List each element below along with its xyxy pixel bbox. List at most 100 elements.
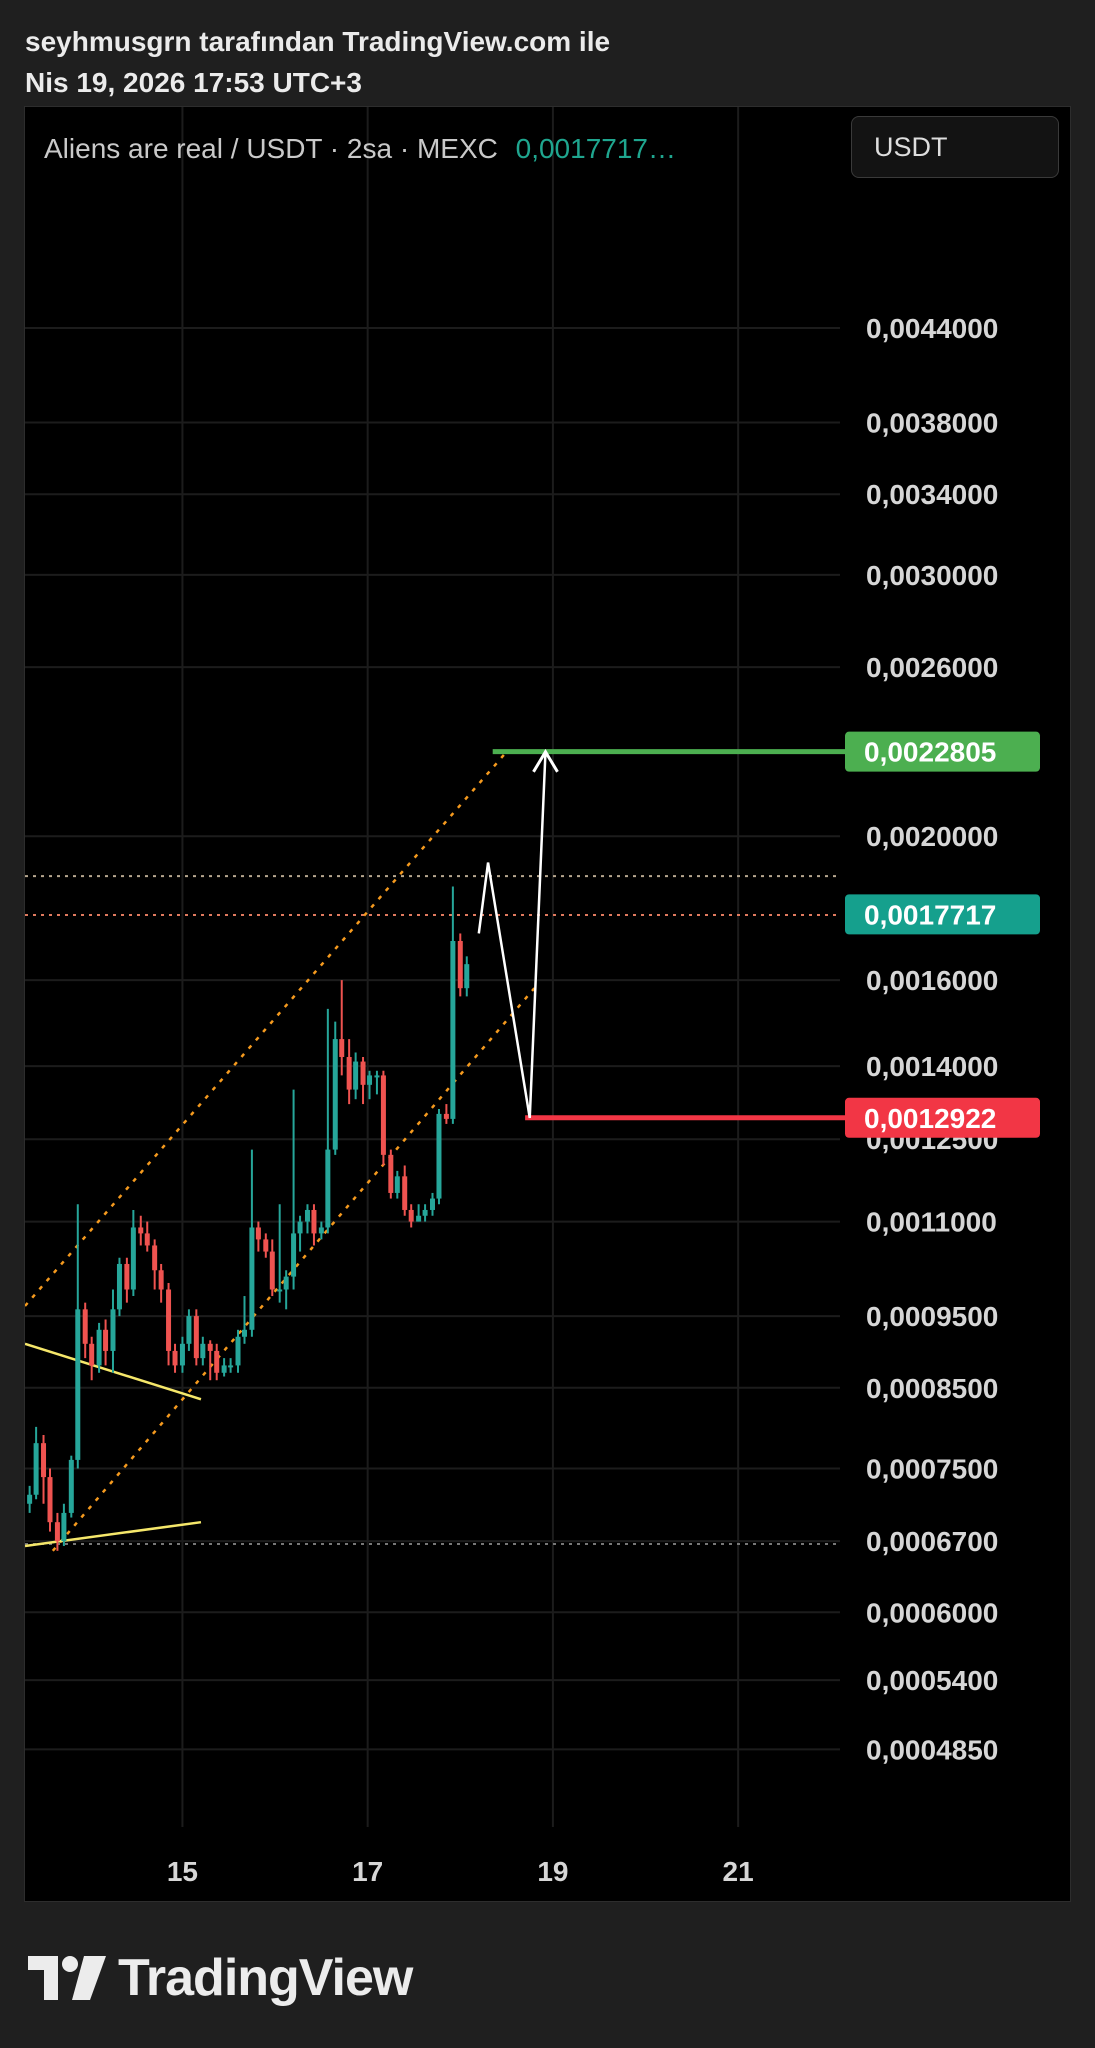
- candle-body: [457, 940, 463, 989]
- candle-body: [33, 1443, 39, 1495]
- candle-body: [54, 1522, 60, 1542]
- candle-body: [422, 1209, 428, 1216]
- support-line: [25, 1520, 202, 1548]
- candle-body: [110, 1309, 116, 1351]
- candle-body: [75, 1309, 81, 1460]
- price-label-last: [845, 894, 1040, 935]
- x-tick-label: 15: [167, 1856, 198, 1887]
- y-tick-label: 0,0016000: [866, 965, 998, 996]
- price-label-text-stop: 0,0012922: [864, 1103, 996, 1134]
- candle-body: [325, 1149, 331, 1228]
- candle-body: [450, 940, 456, 1119]
- candle-body: [249, 1227, 255, 1330]
- candle-body: [429, 1198, 436, 1210]
- candle-body: [388, 1154, 394, 1193]
- candle-body: [96, 1329, 102, 1366]
- candle-body: [339, 1039, 345, 1058]
- candle-body: [166, 1289, 172, 1351]
- candle-body: [367, 1075, 373, 1085]
- y-tick-label: 0,0030000: [866, 560, 998, 591]
- y-tick-label: 0,0006700: [866, 1526, 998, 1557]
- candle-body: [408, 1209, 414, 1222]
- candle-body: [304, 1209, 310, 1222]
- candle-body: [130, 1227, 136, 1290]
- tradingview-logo[interactable]: TradingView: [28, 1948, 413, 2008]
- author-line: seyhmusgrn tarafından TradingView.com il…: [25, 26, 611, 57]
- channel-upper-line: [25, 750, 508, 1307]
- candle-body: [179, 1343, 185, 1366]
- candle-body: [346, 1057, 352, 1090]
- symbol-legend: Aliens are real / USDT · 2sa · MEXC 0,00…: [44, 133, 676, 165]
- candle-body: [214, 1350, 220, 1373]
- candle-body: [61, 1512, 67, 1542]
- candle-body: [436, 1113, 442, 1199]
- y-tick-label: 0,0007500: [866, 1453, 998, 1484]
- candle-body: [353, 1061, 359, 1090]
- candle-body: [89, 1343, 95, 1366]
- x-tick-label: 17: [352, 1856, 383, 1887]
- y-tick-label: 0,0011000: [866, 1207, 997, 1238]
- candle-body: [116, 1263, 122, 1310]
- candle-body: [255, 1227, 261, 1240]
- y-tick-label: 0,0034000: [866, 479, 998, 510]
- candle-body: [464, 964, 470, 989]
- candle-body: [318, 1227, 324, 1234]
- y-tick-label: 0,0020000: [866, 821, 998, 852]
- candle-body: [269, 1251, 275, 1290]
- candlestick-chart[interactable]: 0,0044000 0,0038000 0,0034000 0,0030000 0,00…: [25, 107, 1071, 1902]
- tradingview-logo-icon: [28, 1956, 106, 2000]
- candle-body: [47, 1477, 53, 1523]
- candle-body: [263, 1239, 269, 1252]
- candle-body: [332, 1039, 338, 1150]
- candle-body: [443, 1113, 449, 1119]
- candle-body: [297, 1221, 303, 1234]
- projection-arrowhead: [532, 748, 559, 773]
- candle-body: [374, 1075, 380, 1078]
- y-tick-label: 0,0008500: [866, 1373, 998, 1404]
- symbol-last-price: 0,0017717…: [515, 133, 676, 164]
- candle-body: [27, 1494, 33, 1504]
- candle-body: [416, 1215, 422, 1222]
- y-tick-label: 0,0005400: [866, 1665, 998, 1696]
- candle-body: [82, 1309, 88, 1344]
- x-tick-label: 19: [537, 1856, 568, 1887]
- candle-body: [144, 1233, 150, 1246]
- y-tick-label: 0,0014000: [866, 1051, 998, 1082]
- chart-area[interactable]: 0,0044000 0,0038000 0,0034000 0,0030000 0,00…: [24, 106, 1071, 1902]
- symbol-title: Aliens are real / USDT · 2sa · MEXC: [44, 133, 498, 164]
- y-tick-label: 0,0026000: [866, 652, 998, 683]
- candle-body: [68, 1459, 74, 1513]
- candle-body: [402, 1176, 408, 1210]
- candle-body: [291, 1233, 297, 1277]
- date-line: Nis 19, 2026 17:53 UTC+3: [25, 67, 362, 98]
- candle-body: [124, 1263, 130, 1290]
- price-label-text-last: 0,0017717: [864, 899, 996, 930]
- candle-body: [360, 1061, 366, 1085]
- y-tick-label: 0,0038000: [866, 408, 998, 439]
- x-tick-label: 21: [723, 1856, 754, 1887]
- candle-body: [152, 1245, 158, 1271]
- candle-body: [228, 1365, 234, 1368]
- candle-body: [207, 1343, 213, 1351]
- y-tick-label: 0,0044000: [866, 313, 998, 344]
- price-label-stop: [845, 1097, 1040, 1138]
- candle-body: [193, 1316, 199, 1359]
- candle-body: [277, 1289, 283, 1292]
- price-label-target: [845, 731, 1040, 772]
- candle-body: [186, 1316, 192, 1344]
- candle-body: [221, 1365, 227, 1373]
- candle-body: [158, 1270, 164, 1290]
- projection-path: [477, 751, 547, 1119]
- tradingview-wordmark: TradingView: [118, 1949, 413, 2007]
- candle-body: [172, 1350, 178, 1366]
- candle-body: [103, 1329, 109, 1351]
- candle-body: [380, 1075, 386, 1155]
- y-tick-label: 0,0004850: [866, 1734, 998, 1765]
- candle-body: [200, 1343, 206, 1359]
- candle-body: [311, 1209, 317, 1234]
- currency-unit-button[interactable]: USDT: [851, 116, 1059, 178]
- candle-body: [283, 1276, 289, 1290]
- candle-body: [235, 1336, 241, 1366]
- price-label-text-target: 0,0022805: [864, 737, 996, 768]
- candle-body: [241, 1329, 247, 1337]
